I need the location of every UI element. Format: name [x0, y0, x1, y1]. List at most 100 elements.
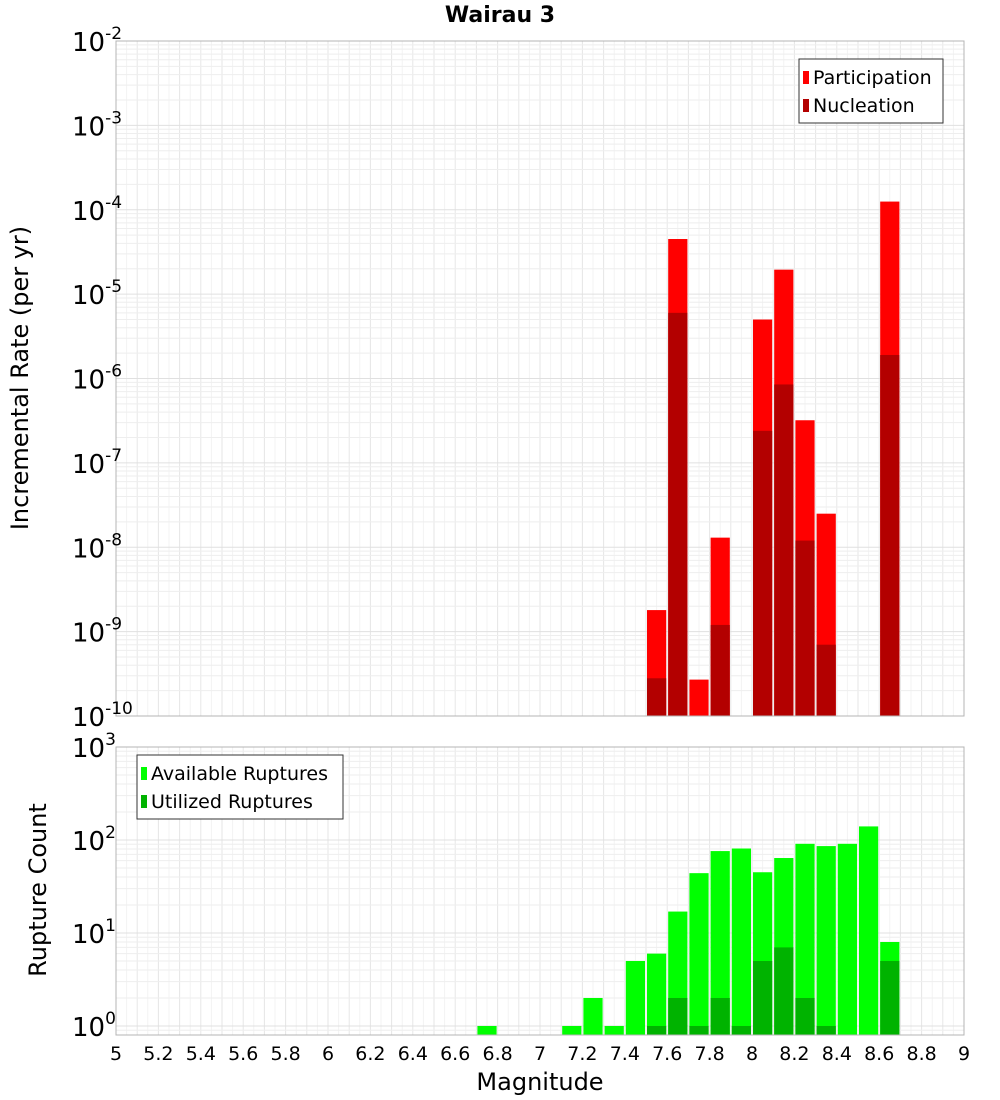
- bottom-bar: [816, 1025, 836, 1035]
- bottom-y-tick-label: 103: [72, 730, 116, 764]
- top-bar: [753, 430, 773, 716]
- x-tick-label: 5: [110, 1043, 122, 1065]
- bottom-bar: [477, 1025, 497, 1035]
- bottom-y-tick-exponent: 0: [105, 1009, 116, 1029]
- top-legend-box: [798, 58, 944, 124]
- x-tick-label: 6.8: [482, 1043, 512, 1065]
- top-plot-area: 10-1010-910-810-710-610-510-410-310-2Par…: [72, 24, 965, 733]
- bottom-y-tick-base: 10: [72, 734, 105, 764]
- top-legend-swatch: [803, 99, 809, 112]
- top-y-tick-base: 10: [72, 619, 105, 649]
- bottom-y-tick-exponent: 3: [105, 730, 116, 750]
- top-y-tick-base: 10: [72, 450, 105, 480]
- x-tick-label: 8.4: [822, 1043, 852, 1065]
- x-tick-label: 6.6: [440, 1043, 470, 1065]
- top-bar: [647, 678, 667, 716]
- x-tick-label: 8.2: [779, 1043, 809, 1065]
- top-y-tick-label: 10-9: [72, 615, 122, 649]
- bottom-bar: [710, 997, 730, 1035]
- bottom-y-tick-exponent: 1: [105, 916, 116, 936]
- top-y-tick-exponent: -6: [105, 362, 122, 382]
- bottom-legend-swatch: [141, 767, 147, 780]
- bottom-bar: [710, 851, 730, 1035]
- top-y-tick-exponent: -3: [105, 108, 122, 128]
- bottom-plot-frame: [115, 746, 965, 1036]
- top-y-tick-exponent: -4: [105, 193, 122, 213]
- bottom-y-tick-base: 10: [72, 1013, 105, 1043]
- top-bar: [710, 624, 730, 716]
- top-y-tick-label: 10-5: [72, 277, 122, 311]
- bottom-bar: [731, 1025, 751, 1035]
- top-y-tick-exponent: -5: [105, 277, 122, 297]
- x-tick-label: 6.4: [398, 1043, 428, 1065]
- top-gridlines: [115, 40, 965, 717]
- bottom-legend-label: Available Ruptures: [151, 763, 328, 785]
- top-y-tick-exponent: -10: [105, 699, 133, 719]
- x-tick-label: 9: [958, 1043, 970, 1065]
- bottom-bar: [625, 960, 645, 1035]
- top-bar: [774, 384, 794, 716]
- bottom-bar: [837, 843, 857, 1035]
- bottom-bar: [859, 826, 879, 1035]
- top-y-tick-label: 10-2: [72, 24, 122, 58]
- bottom-y-tick-label: 100: [72, 1009, 116, 1043]
- top-legend-label: Nucleation: [813, 95, 915, 117]
- bottom-y-tick-label: 102: [72, 823, 116, 857]
- top-y-tick-label: 10-7: [72, 446, 122, 480]
- bottom-bar: [880, 960, 900, 1035]
- top-y-tick-label: 10-4: [72, 193, 122, 227]
- top-series-nucleation: [647, 312, 900, 716]
- bottom-y-axis-label: Rupture Count: [24, 803, 52, 977]
- x-tick-label: 6: [322, 1043, 334, 1065]
- bottom-bar: [647, 1025, 667, 1035]
- top-legend-swatch: [803, 71, 809, 84]
- bottom-bar: [816, 846, 836, 1035]
- top-legend: Participation Nucleation: [798, 58, 944, 124]
- bottom-bar: [731, 848, 751, 1035]
- x-tick-label: 5.8: [270, 1043, 300, 1065]
- bottom-bar: [583, 997, 603, 1035]
- x-tick-label: 6.2: [355, 1043, 385, 1065]
- x-tick-label: 5.4: [186, 1043, 216, 1065]
- top-y-tick-exponent: -2: [105, 24, 122, 44]
- bottom-legend-swatch: [141, 795, 147, 808]
- bottom-legend: Available Ruptures Utilized Ruptures: [136, 754, 344, 820]
- top-y-tick-base: 10: [72, 703, 105, 733]
- top-bar: [880, 354, 900, 716]
- top-y-axis-label: Incremental Rate (per yr): [6, 226, 34, 530]
- chart-title: Wairau 3: [445, 3, 555, 28]
- top-bar: [668, 312, 688, 716]
- top-bar: [689, 679, 709, 716]
- top-y-tick-base: 10: [72, 366, 105, 396]
- x-tick-label: 5.6: [228, 1043, 258, 1065]
- top-y-tick-exponent: -9: [105, 615, 122, 635]
- top-y-tick-base: 10: [72, 28, 105, 58]
- top-y-tick-label: 10-3: [72, 108, 122, 142]
- top-y-tick-label: 10-10: [72, 699, 133, 733]
- bottom-y-tick-label: 101: [72, 916, 116, 950]
- bottom-bar: [668, 997, 688, 1035]
- x-tick-label: 8.6: [864, 1043, 894, 1065]
- bottom-legend-label: Utilized Ruptures: [151, 791, 313, 813]
- bottom-bar: [604, 1025, 624, 1035]
- bottom-bar: [774, 947, 794, 1035]
- top-legend-label: Participation: [813, 67, 932, 89]
- bottom-bar: [795, 997, 815, 1035]
- bottom-legend-box: [136, 754, 344, 820]
- top-y-tick-exponent: -8: [105, 530, 122, 550]
- bottom-bar: [647, 953, 667, 1035]
- x-tick-label: 7.4: [610, 1043, 640, 1065]
- bottom-y-tick-exponent: 2: [105, 823, 116, 843]
- x-tick-label: 5.2: [143, 1043, 173, 1065]
- bottom-y-tick-base: 10: [72, 827, 105, 857]
- top-bar: [816, 644, 836, 716]
- x-tick-label: 8: [746, 1043, 758, 1065]
- top-y-tick-base: 10: [72, 534, 105, 564]
- top-y-tick-label: 10-8: [72, 530, 122, 564]
- bottom-bar: [689, 873, 709, 1035]
- x-tick-label: 7: [534, 1043, 546, 1065]
- x-axis-label: Magnitude: [476, 1068, 603, 1096]
